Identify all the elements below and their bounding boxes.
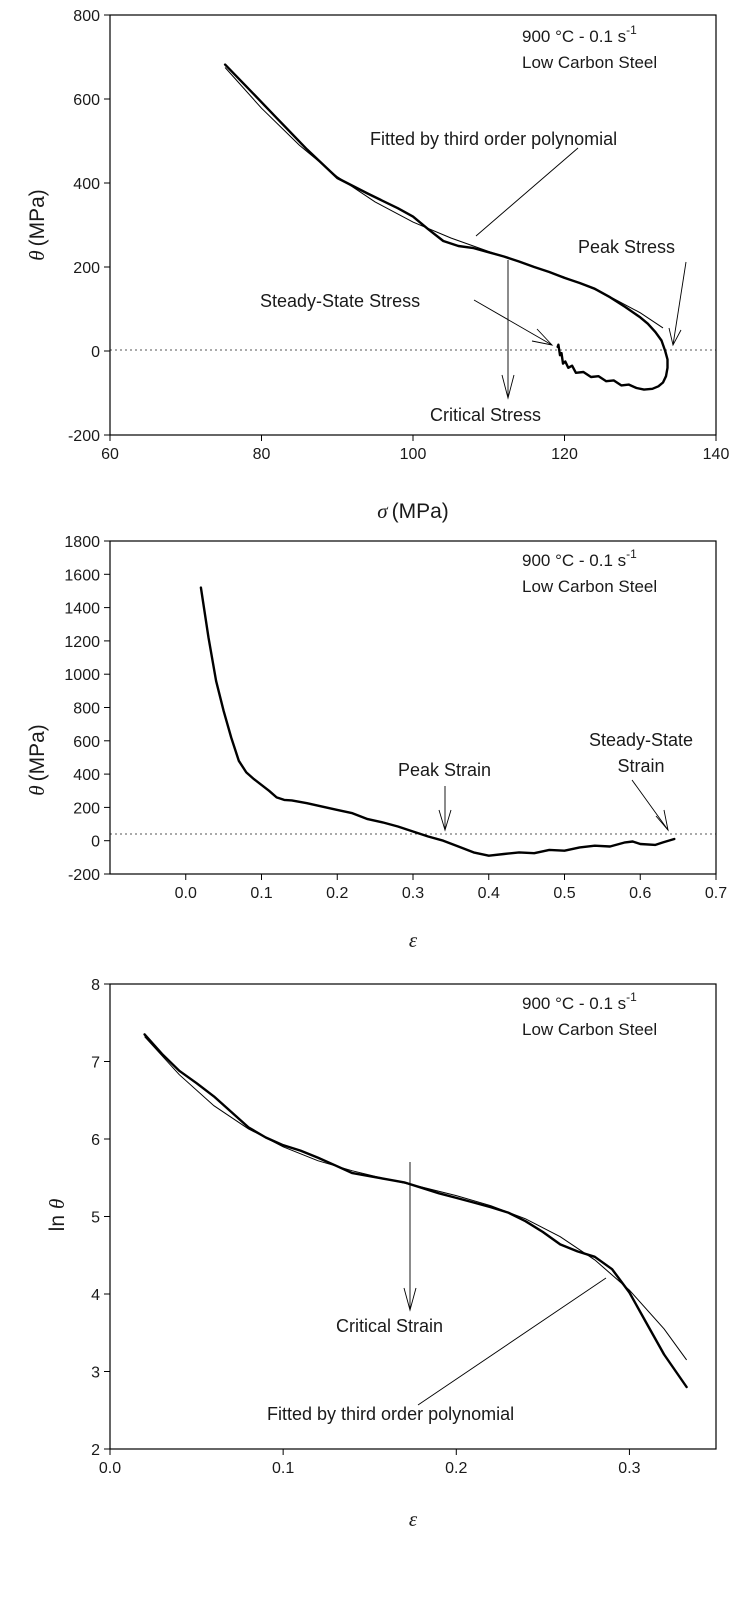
fitted-pointer	[417, 1277, 607, 1406]
y-tick-label: 2	[91, 1442, 100, 1459]
y-tick-label: 0	[91, 344, 100, 361]
y-axis-ticks: -200 0 200 400 600 800	[68, 8, 110, 445]
peak-stress-arrow	[672, 261, 687, 346]
y-tick-label: 800	[73, 8, 100, 25]
y-tick-label: 1400	[64, 601, 100, 618]
x-axis-title: ε	[409, 928, 418, 952]
fitted-annotation: Fitted by third order polynomial	[267, 1404, 514, 1424]
x-tick-label: 0.2	[445, 1460, 467, 1477]
peak-stress-arrowhead	[668, 327, 682, 347]
critical-strain-arrowhead	[403, 1287, 417, 1312]
y-axis-title: θ(MPa)	[25, 189, 49, 261]
x-tick-label: 0.0	[99, 1460, 121, 1477]
x-tick-label: 0.2	[326, 885, 348, 902]
ln-hardening-rate-curve	[143, 1033, 688, 1389]
y-tick-label: 0	[91, 834, 100, 851]
x-axis-ticks: 0.0 0.1 0.2 0.3	[99, 1449, 641, 1477]
x-tick-label: 0.5	[553, 885, 575, 902]
steady-strain-arrowhead	[655, 809, 669, 832]
y-tick-label: 200	[73, 260, 100, 277]
steady-stress-arrowhead	[531, 328, 554, 346]
y-tick-label: 200	[73, 800, 100, 817]
critical-stress-arrowhead	[501, 374, 515, 400]
y-tick-label: -200	[68, 867, 100, 884]
y-tick-label: 1000	[64, 667, 100, 684]
x-axis-title: ε	[409, 1507, 418, 1531]
x-tick-label: 0.6	[629, 885, 651, 902]
x-tick-label: 140	[703, 446, 730, 463]
x-tick-label: 0.7	[705, 885, 727, 902]
x-axis-ticks: 60 80 100 120 140	[101, 435, 729, 463]
y-axis-ticks: 2 3 4 5 6 7 8	[91, 977, 110, 1459]
peak-stress-annotation: Peak Stress	[578, 237, 675, 257]
steady-strain-annotation-line2: Strain	[617, 756, 664, 776]
y-tick-label: 8	[91, 977, 100, 994]
material-note: Low Carbon Steel	[522, 1020, 657, 1039]
x-tick-label: 100	[400, 446, 427, 463]
y-tick-label: 1200	[64, 634, 100, 651]
x-tick-label: 0.3	[618, 1460, 640, 1477]
hardening-rate-curve	[223, 63, 669, 391]
stress-panel: 60 80 100 120 140 -200 0 200 400 600 800 σ (MPa) θ…	[25, 8, 729, 523]
steady-strain-annotation-line1: Steady-State	[589, 730, 693, 750]
y-tick-label: 600	[73, 734, 100, 751]
material-note: Low Carbon Steel	[522, 577, 657, 596]
y-tick-label: 3	[91, 1365, 100, 1382]
y-axis-ticks: -200 0 200 400 600 800 1000 1200 1400 1600 1800	[64, 534, 110, 884]
x-axis-title: σ (MPa)	[377, 499, 449, 523]
plot-frame	[109, 983, 717, 1450]
y-tick-label: 1600	[64, 567, 100, 584]
peak-strain-annotation: Peak Strain	[398, 760, 491, 780]
y-tick-label: 400	[73, 176, 100, 193]
y-axis-title: θ(MPa)	[25, 724, 49, 796]
steady-strain-arrow	[631, 779, 669, 831]
y-axis-title: lnθ	[45, 1199, 69, 1232]
x-tick-label: 120	[551, 446, 578, 463]
x-axis-ticks: 0.0 0.1 0.2 0.3 0.4 0.5 0.6 0.7	[175, 874, 727, 902]
y-tick-label: 400	[73, 767, 100, 784]
fitted-annotation: Fitted by third order polynomial	[370, 129, 617, 149]
critical-stress-annotation: Critical Stress	[430, 405, 541, 425]
strain-panel: 0.0 0.1 0.2 0.3 0.4 0.5 0.6 0.7 -200 0 200 400 600 8…	[25, 534, 727, 952]
polynomial-fit-line	[144, 1036, 688, 1361]
condition-note: 900 °C - 0.1 s-1	[522, 990, 637, 1013]
plot-frame	[109, 14, 717, 436]
material-note: Low Carbon Steel	[522, 53, 657, 72]
ln-theta-panel: 0.0 0.1 0.2 0.3 2 3 4 5 6 7 8 ε lnθ 900 °C - 0.1 …	[45, 977, 717, 1531]
x-tick-label: 0.1	[250, 885, 272, 902]
condition-note: 900 °C - 0.1 s-1	[522, 23, 637, 46]
critical-strain-annotation: Critical Strain	[336, 1316, 443, 1336]
x-tick-label: 60	[101, 446, 119, 463]
x-tick-label: 0.3	[402, 885, 424, 902]
x-tick-label: 0.4	[478, 885, 500, 902]
y-tick-label: 600	[73, 92, 100, 109]
y-tick-label: -200	[68, 428, 100, 445]
y-tick-label: 4	[91, 1287, 100, 1304]
y-tick-label: 7	[91, 1055, 100, 1072]
steady-stress-annotation: Steady-State Stress	[260, 291, 420, 311]
x-tick-label: 0.1	[272, 1460, 294, 1477]
hardening-rate-curve	[199, 586, 676, 857]
y-tick-label: 6	[91, 1132, 100, 1149]
y-tick-label: 5	[91, 1210, 100, 1227]
peak-strain-arrowhead	[438, 809, 452, 832]
condition-note: 900 °C - 0.1 s-1	[522, 547, 637, 570]
y-tick-label: 800	[73, 701, 100, 718]
x-tick-label: 80	[253, 446, 271, 463]
fitted-pointer	[475, 147, 579, 237]
y-tick-label: 1800	[64, 534, 100, 551]
steady-stress-arrow	[473, 299, 553, 346]
x-tick-label: 0.0	[175, 885, 197, 902]
